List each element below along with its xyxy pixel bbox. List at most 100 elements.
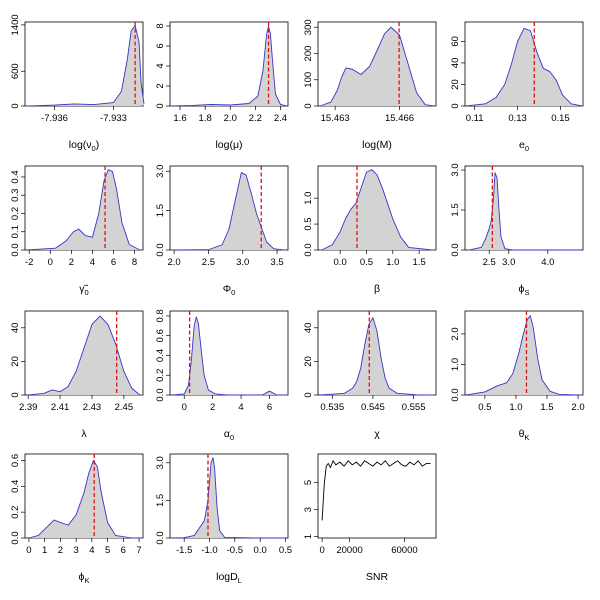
y-tick-label: 4 xyxy=(155,63,166,68)
x-tick-label: 0.13 xyxy=(508,113,527,124)
y-tick-label: 0.5 xyxy=(303,217,314,230)
x-tick-label: 1.5 xyxy=(413,257,426,268)
density-fill xyxy=(171,26,287,106)
x-tick-label: 3.0 xyxy=(502,257,515,268)
y-tick-label: 20 xyxy=(10,356,21,367)
x-tick-label: 2.5 xyxy=(202,257,215,268)
density-curve xyxy=(319,26,434,107)
x-tick-label: -2 xyxy=(25,257,33,268)
x-tick-label: 0.11 xyxy=(466,113,484,124)
y-tick-label: 0.0 xyxy=(155,388,166,401)
y-tick-label: 1.5 xyxy=(450,203,461,216)
density-curve xyxy=(171,457,286,539)
x-tick-label: 6 xyxy=(111,257,116,268)
y-tick-label: 0.3 xyxy=(10,189,21,202)
y-tick-label: 40 xyxy=(303,323,314,334)
x-axis-label: λ xyxy=(81,428,87,440)
panel-1: -7.936 -7.933 0 600 1400 log(ν0) xyxy=(10,14,145,153)
x-axis-label: ϕS xyxy=(519,283,530,297)
x-axis-label: Φ0 xyxy=(223,283,236,297)
x-tick-label: 1.0 xyxy=(509,402,522,413)
density-curve xyxy=(28,25,145,107)
x-tick-label: 3 xyxy=(73,545,78,556)
y-tick-label: 2 xyxy=(155,83,166,88)
x-tick-label: 4 xyxy=(90,257,95,268)
y-tick-label: 40 xyxy=(450,58,461,69)
density-curve xyxy=(27,169,141,251)
y-tick-label: 3.0 xyxy=(155,456,166,469)
x-tick-label: 0 xyxy=(48,257,53,268)
x-axis-label: γ̃0 xyxy=(79,283,88,297)
x-tick-label: 2.0 xyxy=(224,113,237,124)
y-tick-label: 1.0 xyxy=(450,358,461,371)
y-tick-label: 1 xyxy=(303,534,314,539)
y-tick-label: 0 xyxy=(10,103,21,108)
x-axis-label: ϕK xyxy=(79,571,90,585)
x-tick-label: -7.936 xyxy=(41,113,68,124)
panel-12: 0.5 1.0 1.5 2.0 0.0 1.0 2.0 θK xyxy=(450,310,585,442)
density-fill xyxy=(27,169,140,250)
x-axis-label: log(M) xyxy=(362,139,392,151)
panel-15: 0 20000 60000 1 3 5 SNR xyxy=(303,453,437,583)
panel-5: -2 0 2 4 6 8 0.0 0.1 0.2 0.3 0.4 γ̃0 xyxy=(10,165,144,297)
x-tick-label: 0.545 xyxy=(361,402,385,413)
y-tick-label: 0.0 xyxy=(155,531,166,544)
panel-13: 0 1 2 3 4 5 6 7 0.0 0.2 0.4 0.6 ϕK xyxy=(10,453,144,585)
x-tick-label: 2.39 xyxy=(19,402,38,413)
x-tick-label: 4 xyxy=(238,402,243,413)
density-curve xyxy=(319,317,434,396)
y-tick-label: 0.8 xyxy=(155,309,166,322)
y-tick-label: 60 xyxy=(450,36,461,47)
y-tick-label: 1.5 xyxy=(155,204,166,217)
panel-4: 0.11 0.13 0.15 0 20 40 60 e0 xyxy=(450,21,584,153)
x-tick-label: 15.463 xyxy=(321,113,350,124)
x-tick-label: 2.5 xyxy=(483,257,496,268)
plot-box xyxy=(317,453,437,539)
x-tick-label: -7.933 xyxy=(100,113,127,124)
y-tick-label: 5 xyxy=(303,480,314,485)
density-curve xyxy=(28,315,141,396)
x-tick-label: 0.15 xyxy=(551,113,570,124)
x-tick-label: 2.45 xyxy=(115,402,134,413)
y-tick-label: 0.4 xyxy=(10,170,21,183)
y-tick-label: 3 xyxy=(303,507,314,512)
x-tick-label: 0.535 xyxy=(320,402,344,413)
panel-7: 0.0 0.5 1.0 1.5 0.0 0.5 1.0 β xyxy=(303,165,437,295)
x-axis-label: θK xyxy=(519,428,530,442)
y-tick-label: 0.2 xyxy=(155,369,166,382)
x-tick-label: 0.5 xyxy=(279,545,292,556)
x-tick-label: 3.5 xyxy=(270,257,283,268)
y-tick-label: 2.0 xyxy=(450,327,461,340)
x-tick-label: -0.5 xyxy=(227,545,243,556)
y-tick-label: 0 xyxy=(155,103,166,108)
x-tick-label: 0.0 xyxy=(334,257,347,268)
y-tick-label: 20 xyxy=(450,79,461,90)
x-tick-label: 1.0 xyxy=(386,257,399,268)
y-tick-label: 300 xyxy=(303,19,314,35)
y-tick-label: 0 xyxy=(303,392,314,397)
y-tick-label: 0.2 xyxy=(10,207,21,220)
density-curve xyxy=(469,172,580,251)
density-curve xyxy=(466,28,583,107)
x-tick-label: -1.0 xyxy=(201,545,217,556)
y-tick-label: 0 xyxy=(450,103,461,108)
y-tick-label: 0.0 xyxy=(450,243,461,256)
x-tick-label: 15.466 xyxy=(385,113,414,124)
y-tick-label: 1.5 xyxy=(155,494,166,507)
y-tick-label: 1400 xyxy=(10,14,21,35)
plot-box xyxy=(169,453,289,539)
x-axis-label: log(ν0) xyxy=(69,139,99,153)
x-tick-label: 4 xyxy=(89,545,94,556)
x-tick-label: 0.5 xyxy=(478,402,491,413)
panel-6: 2.0 2.5 3.0 3.5 0.0 1.5 3.0 Φ0 xyxy=(155,165,289,297)
x-axis-label: logDL xyxy=(216,571,242,585)
panel-2: 1.6 1.8 2.0 2.2 2.4 0 2 4 6 8 log(μ) xyxy=(155,21,289,151)
y-tick-label: 0.0 xyxy=(303,243,314,256)
density-curve xyxy=(28,460,140,539)
panel-10: 0 2 4 6 0.0 0.2 0.4 0.6 0.8 α0 xyxy=(155,309,289,442)
x-tick-label: 0 xyxy=(182,402,187,413)
y-tick-label: 20 xyxy=(303,356,314,367)
y-tick-label: 1.0 xyxy=(303,192,314,205)
x-tick-label: 2.2 xyxy=(249,113,262,124)
